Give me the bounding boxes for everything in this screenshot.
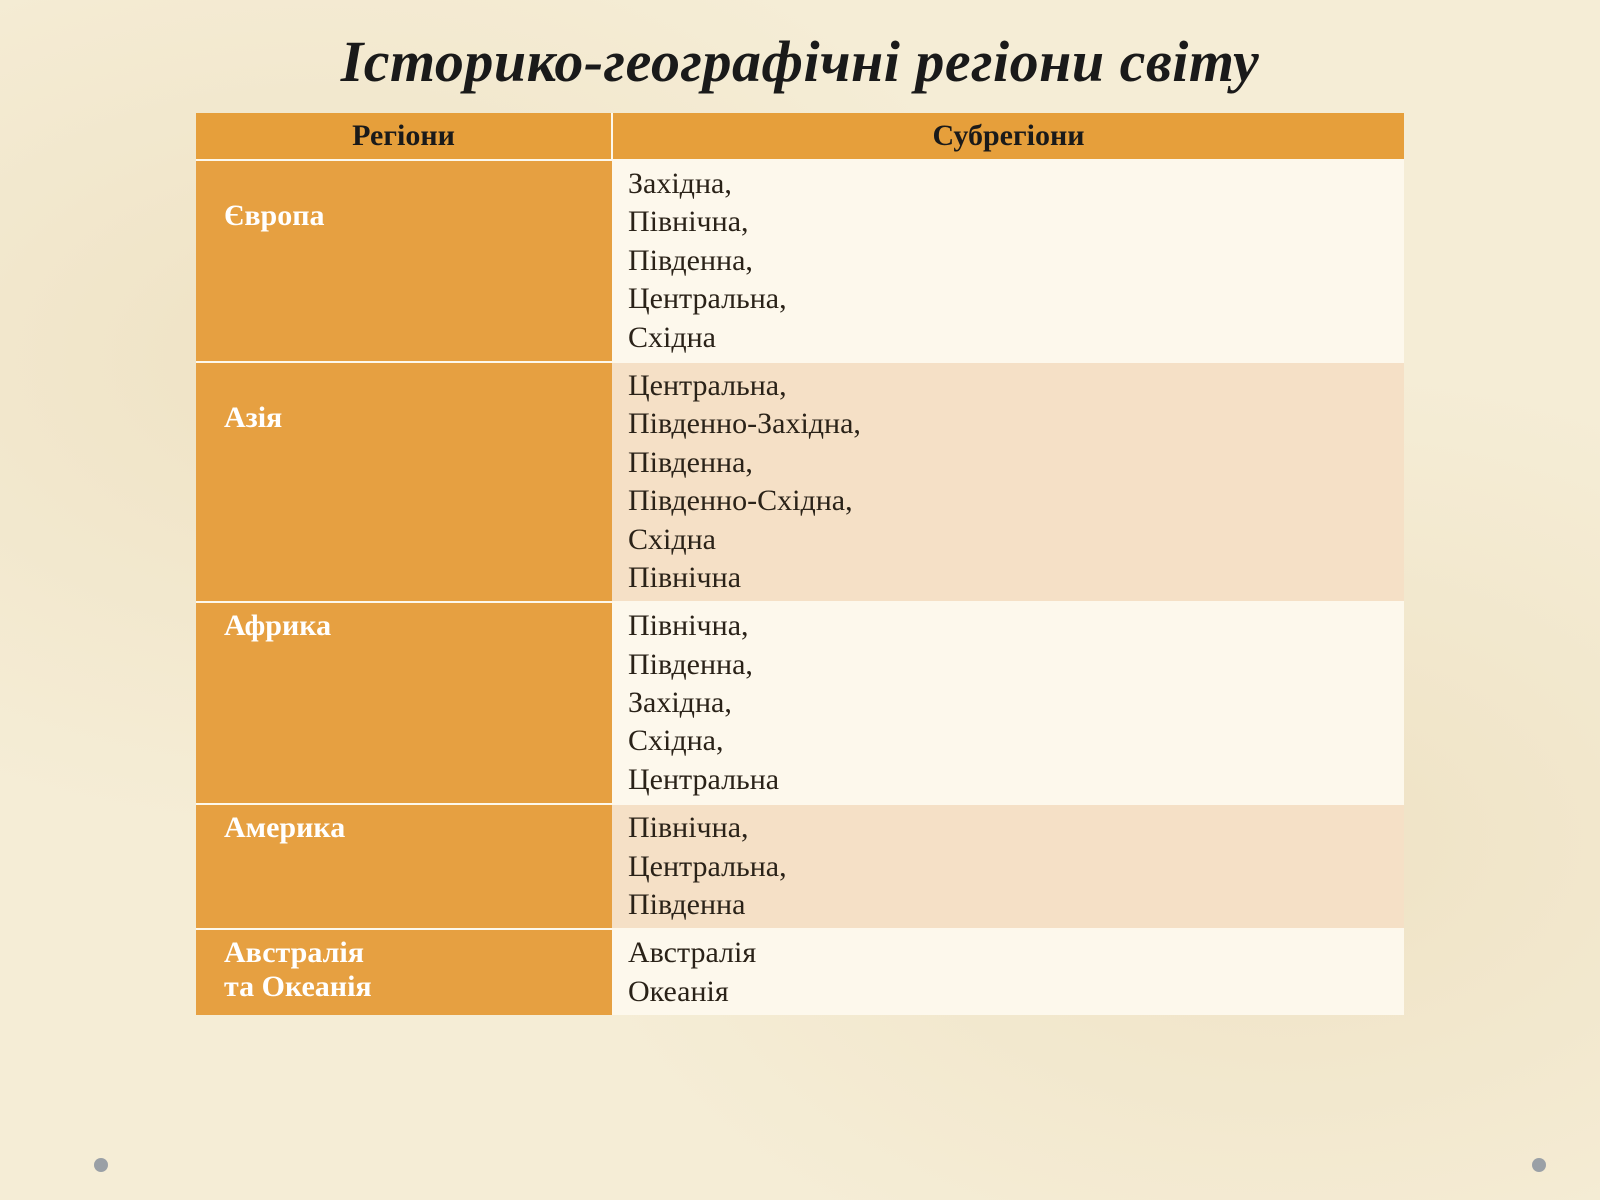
table-row: Австраліята ОкеаніяАвстраліяОкеанія bbox=[196, 929, 1404, 1015]
table-row: ЄвропаЗахідна,Північна,Південна,Централь… bbox=[196, 160, 1404, 362]
subregion-cell: Центральна,Південно-Західна,Південна,Пів… bbox=[612, 362, 1404, 602]
region-cell: Америка bbox=[196, 804, 612, 929]
table-row: АзіяЦентральна,Південно-Західна,Південна… bbox=[196, 362, 1404, 602]
regions-table: Регіони Субрегіони ЄвропаЗахідна,Північн… bbox=[196, 113, 1404, 1015]
table-row: АмерикаПівнічна,Центральна,Південна bbox=[196, 804, 1404, 929]
page-title: Історико-географічні регіони світу bbox=[0, 0, 1600, 113]
table-header-row: Регіони Субрегіони bbox=[196, 113, 1404, 160]
subregion-cell: Північна,Південна,Західна,Східна,Централ… bbox=[612, 602, 1404, 804]
decorative-dot-right bbox=[1532, 1158, 1546, 1172]
subregion-cell: Північна,Центральна,Південна bbox=[612, 804, 1404, 929]
region-cell: Азія bbox=[196, 362, 612, 602]
regions-table-wrap: Регіони Субрегіони ЄвропаЗахідна,Північн… bbox=[196, 113, 1404, 1015]
table-row: АфрикаПівнічна,Південна,Західна,Східна,Ц… bbox=[196, 602, 1404, 804]
subregion-cell: АвстраліяОкеанія bbox=[612, 929, 1404, 1015]
subregion-cell: Західна,Північна,Південна,Центральна,Схі… bbox=[612, 160, 1404, 362]
decorative-dot-left bbox=[94, 1158, 108, 1172]
region-cell: Австраліята Океанія bbox=[196, 929, 612, 1015]
table-body: ЄвропаЗахідна,Північна,Південна,Централь… bbox=[196, 160, 1404, 1015]
region-cell: Африка bbox=[196, 602, 612, 804]
header-region: Регіони bbox=[196, 113, 612, 160]
header-subregion: Субрегіони bbox=[612, 113, 1404, 160]
region-cell: Європа bbox=[196, 160, 612, 362]
